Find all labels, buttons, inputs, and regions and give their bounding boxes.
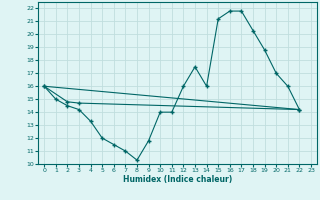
X-axis label: Humidex (Indice chaleur): Humidex (Indice chaleur)	[123, 175, 232, 184]
